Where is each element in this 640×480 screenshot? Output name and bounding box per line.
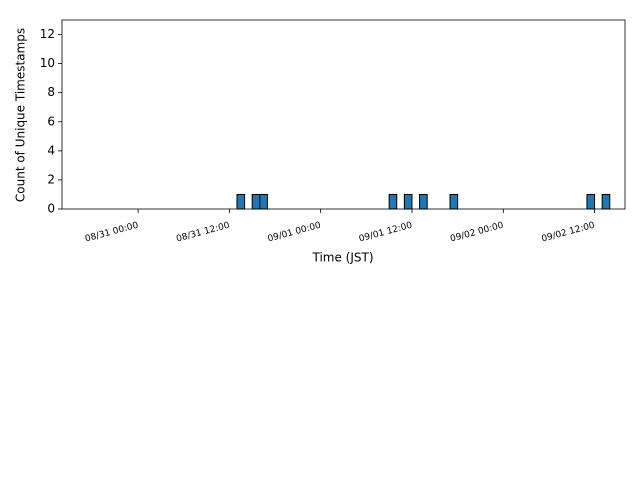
bar [236, 193, 246, 210]
x-tick-label: 09/02 00:00 [449, 221, 505, 245]
y-tick-label: 10 [40, 56, 55, 70]
bar [449, 193, 459, 210]
bar [586, 193, 596, 210]
plot-frame [61, 19, 626, 210]
y-tick-label: 2 [47, 172, 55, 186]
bar [601, 193, 611, 210]
x-tick-label: 08/31 00:00 [84, 221, 140, 245]
x-tick-label: 09/01 00:00 [267, 221, 323, 245]
x-tick-label: 09/01 12:00 [358, 221, 414, 245]
y-tick-label: 8 [47, 85, 55, 99]
bar [403, 193, 413, 210]
x-tick-label: 09/02 12:00 [541, 221, 597, 245]
y-axis-label: Count of Unique Timestamps [14, 28, 28, 202]
y-tick-label: 4 [47, 143, 55, 157]
x-axis-label: Time (JST) [311, 251, 373, 265]
y-tick-label: 6 [47, 114, 55, 128]
bar [388, 193, 398, 210]
x-tick-label: 08/31 12:00 [175, 221, 231, 245]
bar [259, 193, 268, 210]
y-tick-label: 0 [47, 202, 55, 216]
bar [251, 193, 261, 210]
y-tick-label: 12 [40, 27, 55, 41]
bar [419, 193, 428, 210]
